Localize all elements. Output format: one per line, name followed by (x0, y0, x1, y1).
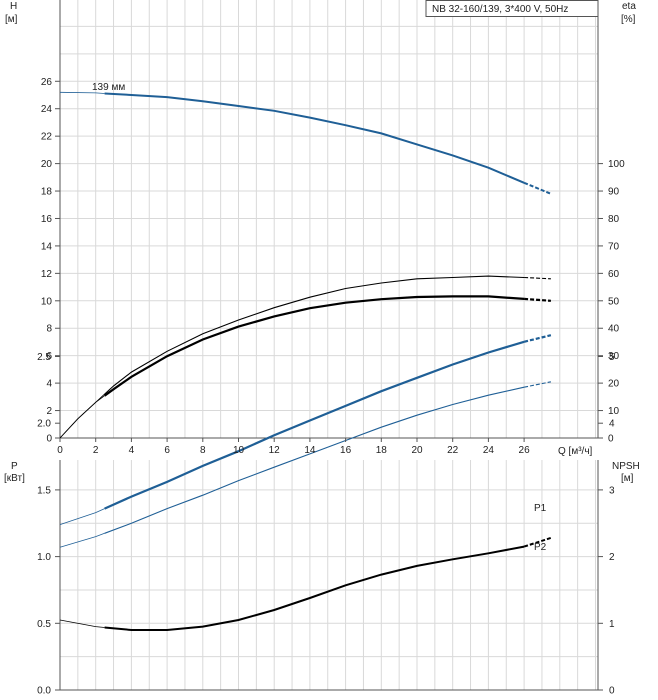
q-tick-label: 8 (200, 445, 206, 456)
p2-curve-extrapolated (523, 381, 552, 388)
h-tick-label: 26 (41, 77, 53, 88)
eta-tick-label: 20 (608, 379, 620, 390)
q-tick-label: 12 (269, 445, 281, 456)
chart-title-box (425, 0, 599, 17)
head-curve-extrapolated (523, 181, 552, 195)
p-tick-label: 1.5 (37, 485, 51, 496)
p-tick-label: 1.0 (37, 552, 51, 563)
h-tick-label: 0 (46, 434, 52, 445)
h-tick-label: 4 (46, 379, 52, 390)
p-axis-unit: [кВт] (4, 473, 25, 484)
q-tick-label: 20 (411, 445, 423, 456)
npsh-tick-label: 5 (609, 352, 615, 363)
p1-label: P1 (534, 503, 547, 514)
head-curve (104, 92, 525, 184)
p1-curve (104, 340, 525, 510)
p1-curve-extrapolated (523, 334, 552, 343)
h-tick-label: 12 (41, 269, 53, 280)
h-tick-label: 20 (41, 159, 53, 170)
curve-label-139mm: 139 мм (92, 82, 125, 93)
q-tick-label: 14 (304, 445, 316, 456)
q-tick-label: 16 (340, 445, 352, 456)
q-tick-label: 26 (519, 445, 531, 456)
h-tick-label: 2 (46, 406, 52, 417)
bottom-chart-grid (59, 460, 599, 691)
top-chart-ticks: 0246810121416182022242601020304050607080… (41, 77, 625, 456)
npsh-curve (104, 545, 525, 631)
eta-tick-label: 60 (608, 269, 620, 280)
q-tick-label: 0 (57, 445, 63, 456)
chart-title: NB 32-160/139, 3*400 V, 50Hz (432, 4, 568, 15)
q-tick-label: 18 (376, 445, 388, 456)
h-tick-label: 16 (41, 214, 53, 225)
q-tick-label: 10 (233, 445, 245, 456)
p-tick-label: 2.5 (37, 352, 51, 363)
eta-tick-label: 70 (608, 241, 620, 252)
p2-curve-start (59, 532, 105, 548)
efficiency-curve-total (103, 295, 525, 397)
npsh-axis-label: NPSH (612, 461, 640, 472)
h-axis-label: H (10, 1, 17, 12)
p2-label: P2 (534, 542, 547, 553)
p-axis-label: P (11, 461, 18, 472)
npsh-curve-extrapolated (523, 536, 552, 548)
efficiency-curve-total-extrapolated (524, 297, 551, 302)
h-tick-label: 8 (46, 324, 52, 335)
p-tick-label: 0.0 (37, 686, 51, 697)
p2-curve (104, 386, 525, 534)
eta-tick-label: 10 (608, 406, 620, 417)
q-tick-label: 4 (129, 445, 135, 456)
npsh-tick-label: 4 (609, 419, 615, 430)
eta-tick-label: 0 (608, 434, 614, 445)
q-tick-label: 2 (93, 445, 99, 456)
efficiency-curve-pump (104, 275, 525, 395)
p-tick-label: 0.5 (37, 619, 51, 630)
npsh-tick-label: 2 (609, 552, 615, 563)
head-curve-start (59, 91, 105, 94)
eta-tick-label: 30 (608, 351, 620, 362)
eta-tick-label: 90 (608, 187, 620, 198)
h-tick-label: 10 (41, 296, 53, 307)
q-tick-label: 24 (483, 445, 495, 456)
eta-axis-unit: [%] (621, 14, 636, 25)
eta-tick-label: 40 (608, 324, 620, 335)
q-tick-label: 6 (164, 445, 170, 456)
npsh-curve-start (59, 619, 105, 628)
h-axis-unit: [м] (5, 14, 18, 25)
top-chart-series (59, 91, 552, 439)
h-tick-label: 22 (41, 132, 53, 143)
p-tick-label: 2.0 (37, 419, 51, 430)
h-tick-label: 14 (41, 241, 53, 252)
npsh-tick-label: 1 (609, 619, 615, 630)
npsh-tick-label: 0 (609, 686, 615, 697)
h-tick-label: 18 (41, 187, 53, 198)
eta-tick-label: 80 (608, 214, 620, 225)
eta-tick-label: 50 (608, 296, 620, 307)
q-tick-label: 22 (447, 445, 459, 456)
eta-tick-label: 100 (608, 159, 625, 170)
p1-curve-start (59, 508, 105, 525)
h-tick-label: 6 (46, 351, 52, 362)
efficiency-curve-total-start (59, 395, 105, 439)
eta-axis-label: eta (622, 1, 636, 12)
efficiency-curve-pump-start (59, 393, 105, 439)
npsh-tick-label: 3 (609, 485, 615, 496)
h-tick-label: 24 (41, 104, 53, 115)
q-axis-label: Q [м³/ч] (558, 446, 593, 457)
npsh-axis-unit: [м] (621, 473, 634, 484)
efficiency-curve-pump-extrapolated (524, 276, 551, 280)
bottom-chart-series (59, 334, 552, 631)
